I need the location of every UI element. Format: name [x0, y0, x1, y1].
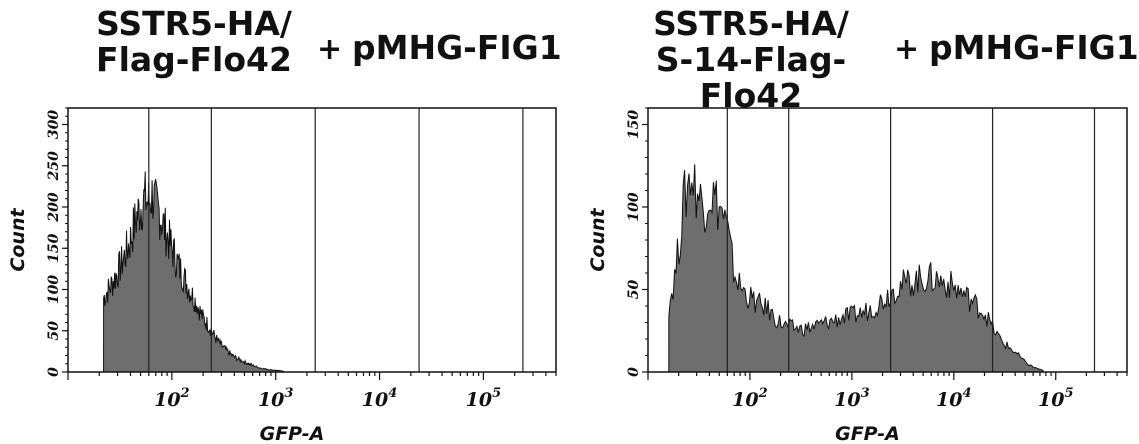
y-tick-label: 200 [46, 192, 62, 222]
y-tick-label: 0 [626, 367, 642, 377]
y-axis-title: Count [7, 208, 29, 272]
panel1-title-line1: SSTR5-HA/ [96, 4, 292, 43]
histogram-area-2 [668, 164, 1044, 373]
x-tick-label: 103 [258, 386, 294, 411]
panel2-title: SSTR5-HA/ S-14-Flag-Flo42 [606, 6, 896, 114]
y-tick-label: 100 [626, 192, 642, 221]
chart-panel-1: 0 50 100 150 200 250 300 102 103 104 105 GFP-A Count [7, 107, 557, 444]
y-tick-label: 300 [46, 110, 62, 139]
panel2-suffix: pMHG-FIG1 [929, 28, 1139, 67]
x-tick-label: 102 [154, 386, 190, 411]
y-axis-title: Count [587, 208, 609, 272]
histogram-area-1 [103, 171, 285, 373]
panel2-title-line1: SSTR5-HA/ [653, 4, 849, 43]
panel1-plus: + [317, 32, 343, 67]
panel1-title: SSTR5-HA/ Flag-Flo42 [74, 6, 314, 78]
y-tick-label: 0 [46, 367, 62, 377]
x-tick-label: 104 [936, 386, 972, 411]
panel2-title-line2: S-14-Flag-Flo42 [655, 40, 847, 115]
chart-panel-2: 0 50 100 150 102 103 104 105 GFP-A Count [587, 107, 1128, 444]
y-tick-label: 100 [46, 275, 62, 304]
x-tick-label: 105 [1038, 386, 1074, 411]
x-tick-label: 104 [362, 386, 398, 411]
panel2-plus: + [894, 32, 920, 67]
y-tick-label: 250 [46, 151, 62, 181]
y-tick-label: 150 [626, 110, 642, 139]
x-tick-label: 103 [834, 386, 870, 411]
x-tick-label: 102 [732, 386, 768, 411]
y-tick-label: 50 [46, 321, 62, 341]
x-axis-title: GFP-A [260, 423, 325, 444]
panel1-title-line2: Flag-Flo42 [96, 40, 292, 79]
y-tick-label: 150 [46, 233, 62, 262]
x-axis-title: GFP-A [835, 423, 900, 444]
y-tick-label: 50 [626, 280, 642, 300]
panel1-suffix: pMHG-FIG1 [352, 28, 562, 67]
x-tick-label: 105 [466, 386, 502, 411]
